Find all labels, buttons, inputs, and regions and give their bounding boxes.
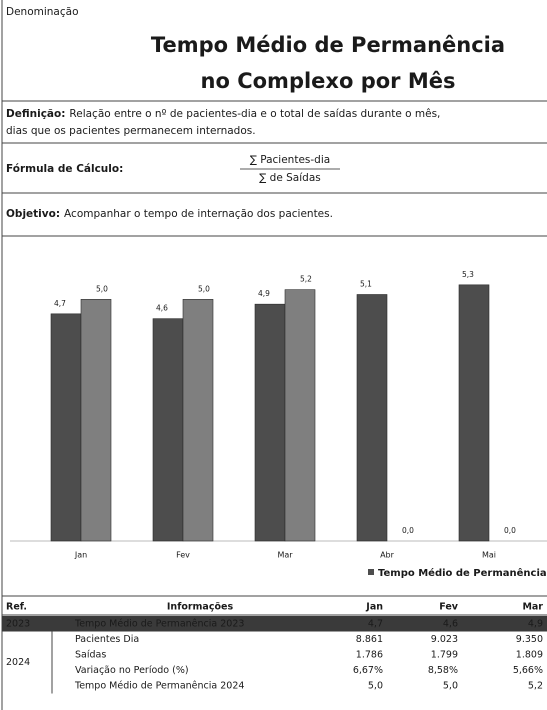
row-highlight <box>2 616 547 632</box>
objective: Objetivo: Acompanhar o tempo de internaçã… <box>6 208 333 220</box>
info-cell: Tempo Médio de Permanência 2023 <box>74 618 244 629</box>
formula-numerator: ∑ Pacientes-dia <box>250 154 330 166</box>
ref-cell: 2023 <box>6 618 30 629</box>
info-cell: Tempo Médio de Permanência 2024 <box>74 680 244 691</box>
x-tick-label: Fev <box>176 551 190 560</box>
bar <box>50 313 82 542</box>
table-header: Fev <box>439 602 459 613</box>
definition-label: Definição: <box>6 108 65 120</box>
value-cell: 6,67% <box>353 665 383 676</box>
value-cell: 8.861 <box>356 634 383 645</box>
bar <box>458 284 490 542</box>
data-label: 4,7 <box>54 299 66 308</box>
legend-swatch <box>368 569 374 575</box>
legend-label: Tempo Médio de Permanência 2023 <box>378 567 547 579</box>
data-label: 4,9 <box>258 289 270 298</box>
info-cell: Pacientes Dia <box>75 634 139 645</box>
value-cell: 8,58% <box>428 665 458 676</box>
data-label: 5,0 <box>198 284 210 293</box>
data-label: 5,1 <box>360 280 372 289</box>
value-cell: 9.350 <box>516 634 543 645</box>
table-header: Mar <box>522 602 543 613</box>
bar <box>356 294 388 542</box>
value-cell: 1.786 <box>356 649 383 660</box>
definition: Definição: Relação entre o nº de paciente… <box>6 108 440 120</box>
data-label: 5,0 <box>96 284 108 293</box>
bar <box>182 299 214 542</box>
objective-label: Objetivo: <box>6 208 60 220</box>
formula-label: Fórmula de Cálculo: <box>6 163 123 175</box>
info-cell: Saídas <box>75 649 106 660</box>
value-cell: 5,2 <box>528 680 543 691</box>
data-label: 5,2 <box>300 275 312 284</box>
bar <box>80 299 112 542</box>
data-label: 5,3 <box>462 270 474 279</box>
formula-denominator: ∑ de Saídas <box>259 172 320 184</box>
definition-text: dias que os pacientes permanecem interna… <box>6 125 256 137</box>
x-tick-label: Mar <box>277 551 293 560</box>
value-cell: 9.023 <box>431 634 458 645</box>
info-cell: Variação no Período (%) <box>75 665 189 676</box>
table-header: Ref. <box>6 602 27 613</box>
x-tick-label: Jan <box>74 551 87 560</box>
value-cell: 4,6 <box>443 618 458 629</box>
header-label: Denominação <box>6 6 79 18</box>
value-cell: 5,0 <box>443 680 458 691</box>
data-label: 0,0 <box>504 526 516 535</box>
value-cell: 1.809 <box>516 649 543 660</box>
value-cell: 4,9 <box>528 618 543 629</box>
value-cell: 1.799 <box>431 649 458 660</box>
value-cell: 4,7 <box>368 618 383 629</box>
objective-text: Acompanhar o tempo de internação dos pac… <box>64 208 333 220</box>
table-header: Informações <box>167 602 234 613</box>
x-tick-label: Mai <box>482 551 496 560</box>
title: Tempo Médio de Permanência <box>151 33 505 57</box>
bar <box>284 289 316 542</box>
value-cell: 5,66% <box>513 665 543 676</box>
ref-cell: 2024 <box>6 657 30 668</box>
table: Ref. Informações Jan Fev Mar 2023 Tempo Médio … <box>2 602 547 694</box>
value-cell: 5,0 <box>368 680 383 691</box>
title: no Complexo por Mês <box>201 69 456 93</box>
x-tick-label: Abr <box>380 551 395 560</box>
data-label: 0,0 <box>402 526 414 535</box>
data-label: 4,6 <box>156 304 168 313</box>
bar <box>254 303 286 542</box>
table-header: Jan <box>365 602 383 613</box>
chart: Jan 4,7 5,0 Fev 4,6 5,0 Mar 4,9 5,2 Abr 5,1 0,0 Mai 5… <box>10 270 547 579</box>
definition-text: Relação entre o nº de pacientes-dia e o … <box>69 108 440 120</box>
bar <box>152 318 184 542</box>
